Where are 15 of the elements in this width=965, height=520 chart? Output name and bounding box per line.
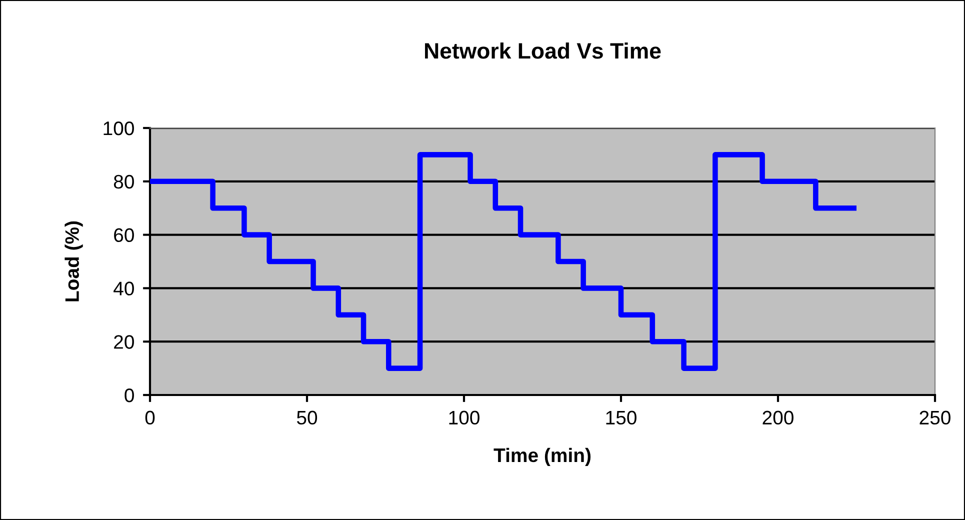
y-axis-title: Load (%)	[64, 221, 83, 302]
x-tick-label: 100	[449, 410, 480, 425]
x-tick-label: 250	[920, 410, 950, 425]
x-tick-label: 0	[145, 410, 155, 425]
y-tick-label: 100	[104, 121, 134, 136]
chart-title: Network Load Vs Time	[425, 42, 661, 59]
y-tick-label: 20	[114, 335, 134, 349]
y-tick-label: 60	[114, 228, 134, 242]
x-tick-label: 200	[762, 410, 794, 425]
y-tick-label: 0	[124, 388, 134, 402]
x-tick-label: 150	[606, 410, 636, 425]
x-axis-title: Time (min)	[494, 448, 591, 466]
x-tick-label: 50	[296, 410, 318, 425]
y-tick-label: 80	[114, 174, 134, 189]
y-tick-label: 40	[114, 282, 134, 296]
